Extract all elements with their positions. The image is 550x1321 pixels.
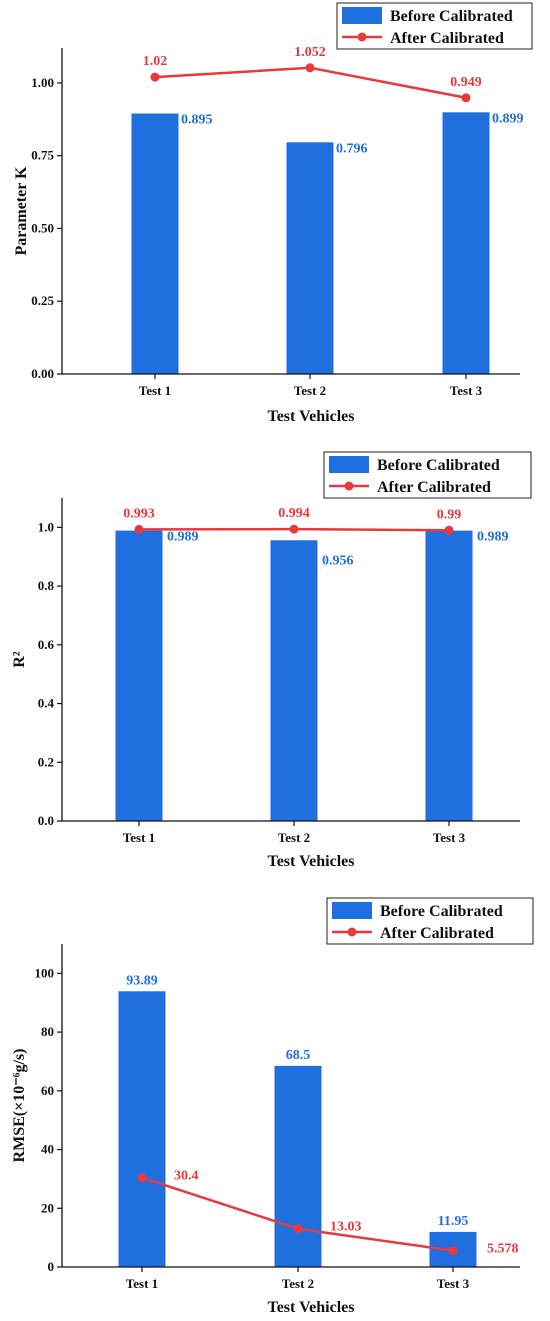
bar-test-1 (131, 113, 179, 374)
y-tick-label: 0.4 (38, 696, 55, 711)
legend-before-label: Before Calibrated (380, 903, 503, 920)
y-axis-label: RMSE(×10⁻⁶g/s) (11, 1049, 28, 1163)
y-tick-label: 1.00 (31, 75, 54, 90)
y-tick-label: 0.25 (31, 293, 54, 308)
line-value-label: 1.052 (294, 45, 326, 60)
line-point-2 (305, 63, 315, 73)
x-tick-label: Test 2 (278, 830, 310, 845)
bar-test-3 (425, 530, 473, 821)
legend-bar-swatch (342, 7, 382, 24)
y-tick-label: 0.8 (38, 578, 55, 593)
line-point-3 (461, 93, 471, 103)
x-tick-label: Test 1 (139, 383, 171, 398)
bar-test-1 (118, 991, 166, 1267)
x-axis-label: Test Vehicles (268, 1299, 355, 1316)
line-point-2 (289, 524, 299, 534)
legend-bar-swatch (332, 902, 372, 919)
legend-bar-swatch (329, 456, 369, 473)
bar-value-label: 0.956 (322, 553, 354, 568)
y-tick-label: 40 (41, 1142, 54, 1157)
line-point-2 (293, 1224, 303, 1234)
x-axis-label: Test Vehicles (268, 853, 355, 870)
line-value-label: 5.578 (487, 1242, 519, 1257)
bar-value-label: 0.895 (181, 112, 213, 127)
legend: Before Calibrated After Calibrated (323, 451, 532, 499)
line-value-label: 0.993 (123, 506, 155, 521)
bar-test-2 (274, 1065, 322, 1267)
legend-line-marker (357, 32, 367, 42)
line-point-3 (444, 525, 454, 535)
line-value-label: 1.02 (143, 54, 168, 69)
chart-panel-3: Before Calibrated After Calibrated 0 20 40 60… (11, 897, 534, 1316)
y-tick-label: 0.00 (31, 366, 54, 381)
chart-panel-2: Before Calibrated After Calibrated 0.0 0.2 0… (11, 451, 532, 870)
bar-test-1 (115, 530, 163, 821)
line-value-label: 0.994 (278, 506, 310, 521)
y-tick-label: 0.0 (38, 813, 54, 828)
bar-test-2 (270, 540, 318, 821)
y-tick-label: 100 (35, 965, 55, 980)
bar-value-label: 93.89 (126, 973, 158, 988)
legend: Before Calibrated After Calibrated (326, 897, 534, 945)
bar-value-label: 0.899 (492, 111, 524, 126)
x-tick-label: Test 2 (282, 1276, 314, 1291)
x-tick-label: Test 3 (450, 383, 483, 398)
x-axis-label: Test Vehicles (268, 408, 355, 425)
after-calibrated-line (154, 66, 467, 100)
legend-after-label: After Calibrated (377, 479, 491, 496)
legend-after-label: After Calibrated (390, 30, 504, 47)
chart-panel-1: Before Calibrated After Calibrated 0.00 0.2… (13, 2, 533, 425)
y-axis-label: Parameter K (13, 166, 30, 256)
legend-line-marker (344, 481, 354, 491)
x-tick-label: Test 3 (433, 830, 466, 845)
y-tick-label: 0.50 (31, 220, 54, 235)
y-tick-label: 0.2 (38, 754, 54, 769)
y-tick-label: 20 (41, 1200, 54, 1215)
line-point-1 (134, 524, 144, 534)
bar-test-3 (442, 112, 490, 374)
y-tick-label: 1.0 (38, 519, 54, 534)
bar-test-2 (286, 142, 334, 374)
legend: Before Calibrated After Calibrated (336, 2, 533, 50)
x-tick-label: Test 1 (126, 1276, 158, 1291)
line-value-label: 0.949 (450, 75, 482, 90)
bar-value-label: 0.796 (336, 141, 368, 156)
y-tick-label: 0 (48, 1259, 55, 1274)
bar-value-label: 0.989 (477, 530, 509, 545)
line-value-label: 13.03 (330, 1220, 362, 1235)
line-point-3 (448, 1246, 458, 1256)
x-tick-label: Test 1 (123, 830, 155, 845)
line-value-label: 0.99 (437, 507, 462, 522)
line-point-1 (150, 72, 160, 82)
y-tick-label: 0.75 (31, 148, 54, 163)
legend-after-label: After Calibrated (380, 925, 494, 942)
line-value-label: 30.4 (174, 1169, 199, 1184)
bar-value-label: 0.989 (167, 530, 199, 545)
y-tick-label: 0.6 (38, 637, 55, 652)
bar-value-label: 68.5 (286, 1048, 311, 1063)
legend-before-label: Before Calibrated (390, 8, 513, 25)
x-tick-label: Test 2 (294, 383, 326, 398)
y-tick-label: 60 (41, 1083, 54, 1098)
bar-value-label: 11.95 (438, 1214, 469, 1229)
line-point-1 (137, 1173, 147, 1183)
x-tick-label: Test 3 (437, 1276, 470, 1291)
legend-line-marker (347, 927, 357, 937)
y-tick-label: 80 (41, 1024, 54, 1039)
legend-before-label: Before Calibrated (377, 457, 500, 474)
y-axis-label: R² (11, 651, 28, 668)
